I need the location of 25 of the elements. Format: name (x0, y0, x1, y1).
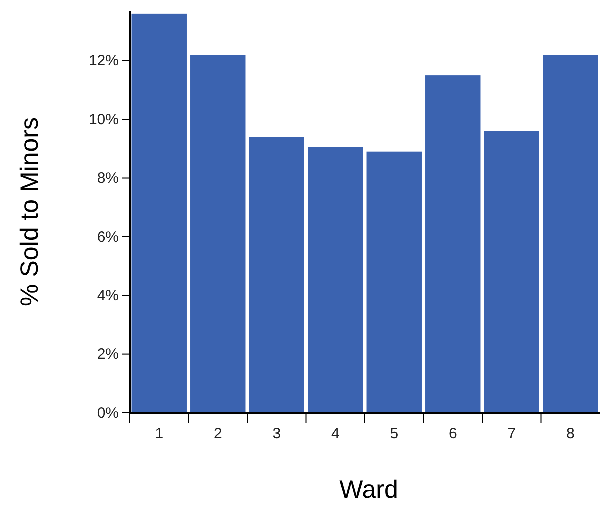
bar (308, 147, 364, 413)
y-tick-label: 12% (88, 52, 119, 70)
bar (484, 131, 540, 413)
bar (426, 76, 481, 413)
x-tick-label: 2 (214, 426, 222, 442)
x-tick-label: 4 (331, 426, 340, 442)
x-tick-label: 1 (155, 426, 164, 442)
x-tick-label: 8 (566, 426, 575, 442)
y-axis-title: % Sold to Minors (16, 118, 44, 306)
x-tick-label: 5 (390, 426, 399, 442)
x-tick-label: 6 (448, 426, 458, 442)
x-tick-label: 7 (508, 426, 516, 442)
y-tick-label: 0% (97, 404, 119, 422)
bar (249, 137, 304, 413)
x-axis-title: Ward (340, 476, 398, 504)
y-tick-label: 8% (97, 170, 119, 188)
y-tick-label: 4% (97, 287, 119, 304)
bar (190, 55, 246, 413)
y-tick-label: 6% (97, 228, 119, 246)
bar (132, 14, 187, 413)
y-tick-label: 10% (88, 111, 119, 128)
bar (366, 152, 422, 413)
x-tick-label: 3 (272, 426, 282, 442)
bar (543, 55, 598, 413)
y-tick-label: 2% (97, 346, 119, 364)
